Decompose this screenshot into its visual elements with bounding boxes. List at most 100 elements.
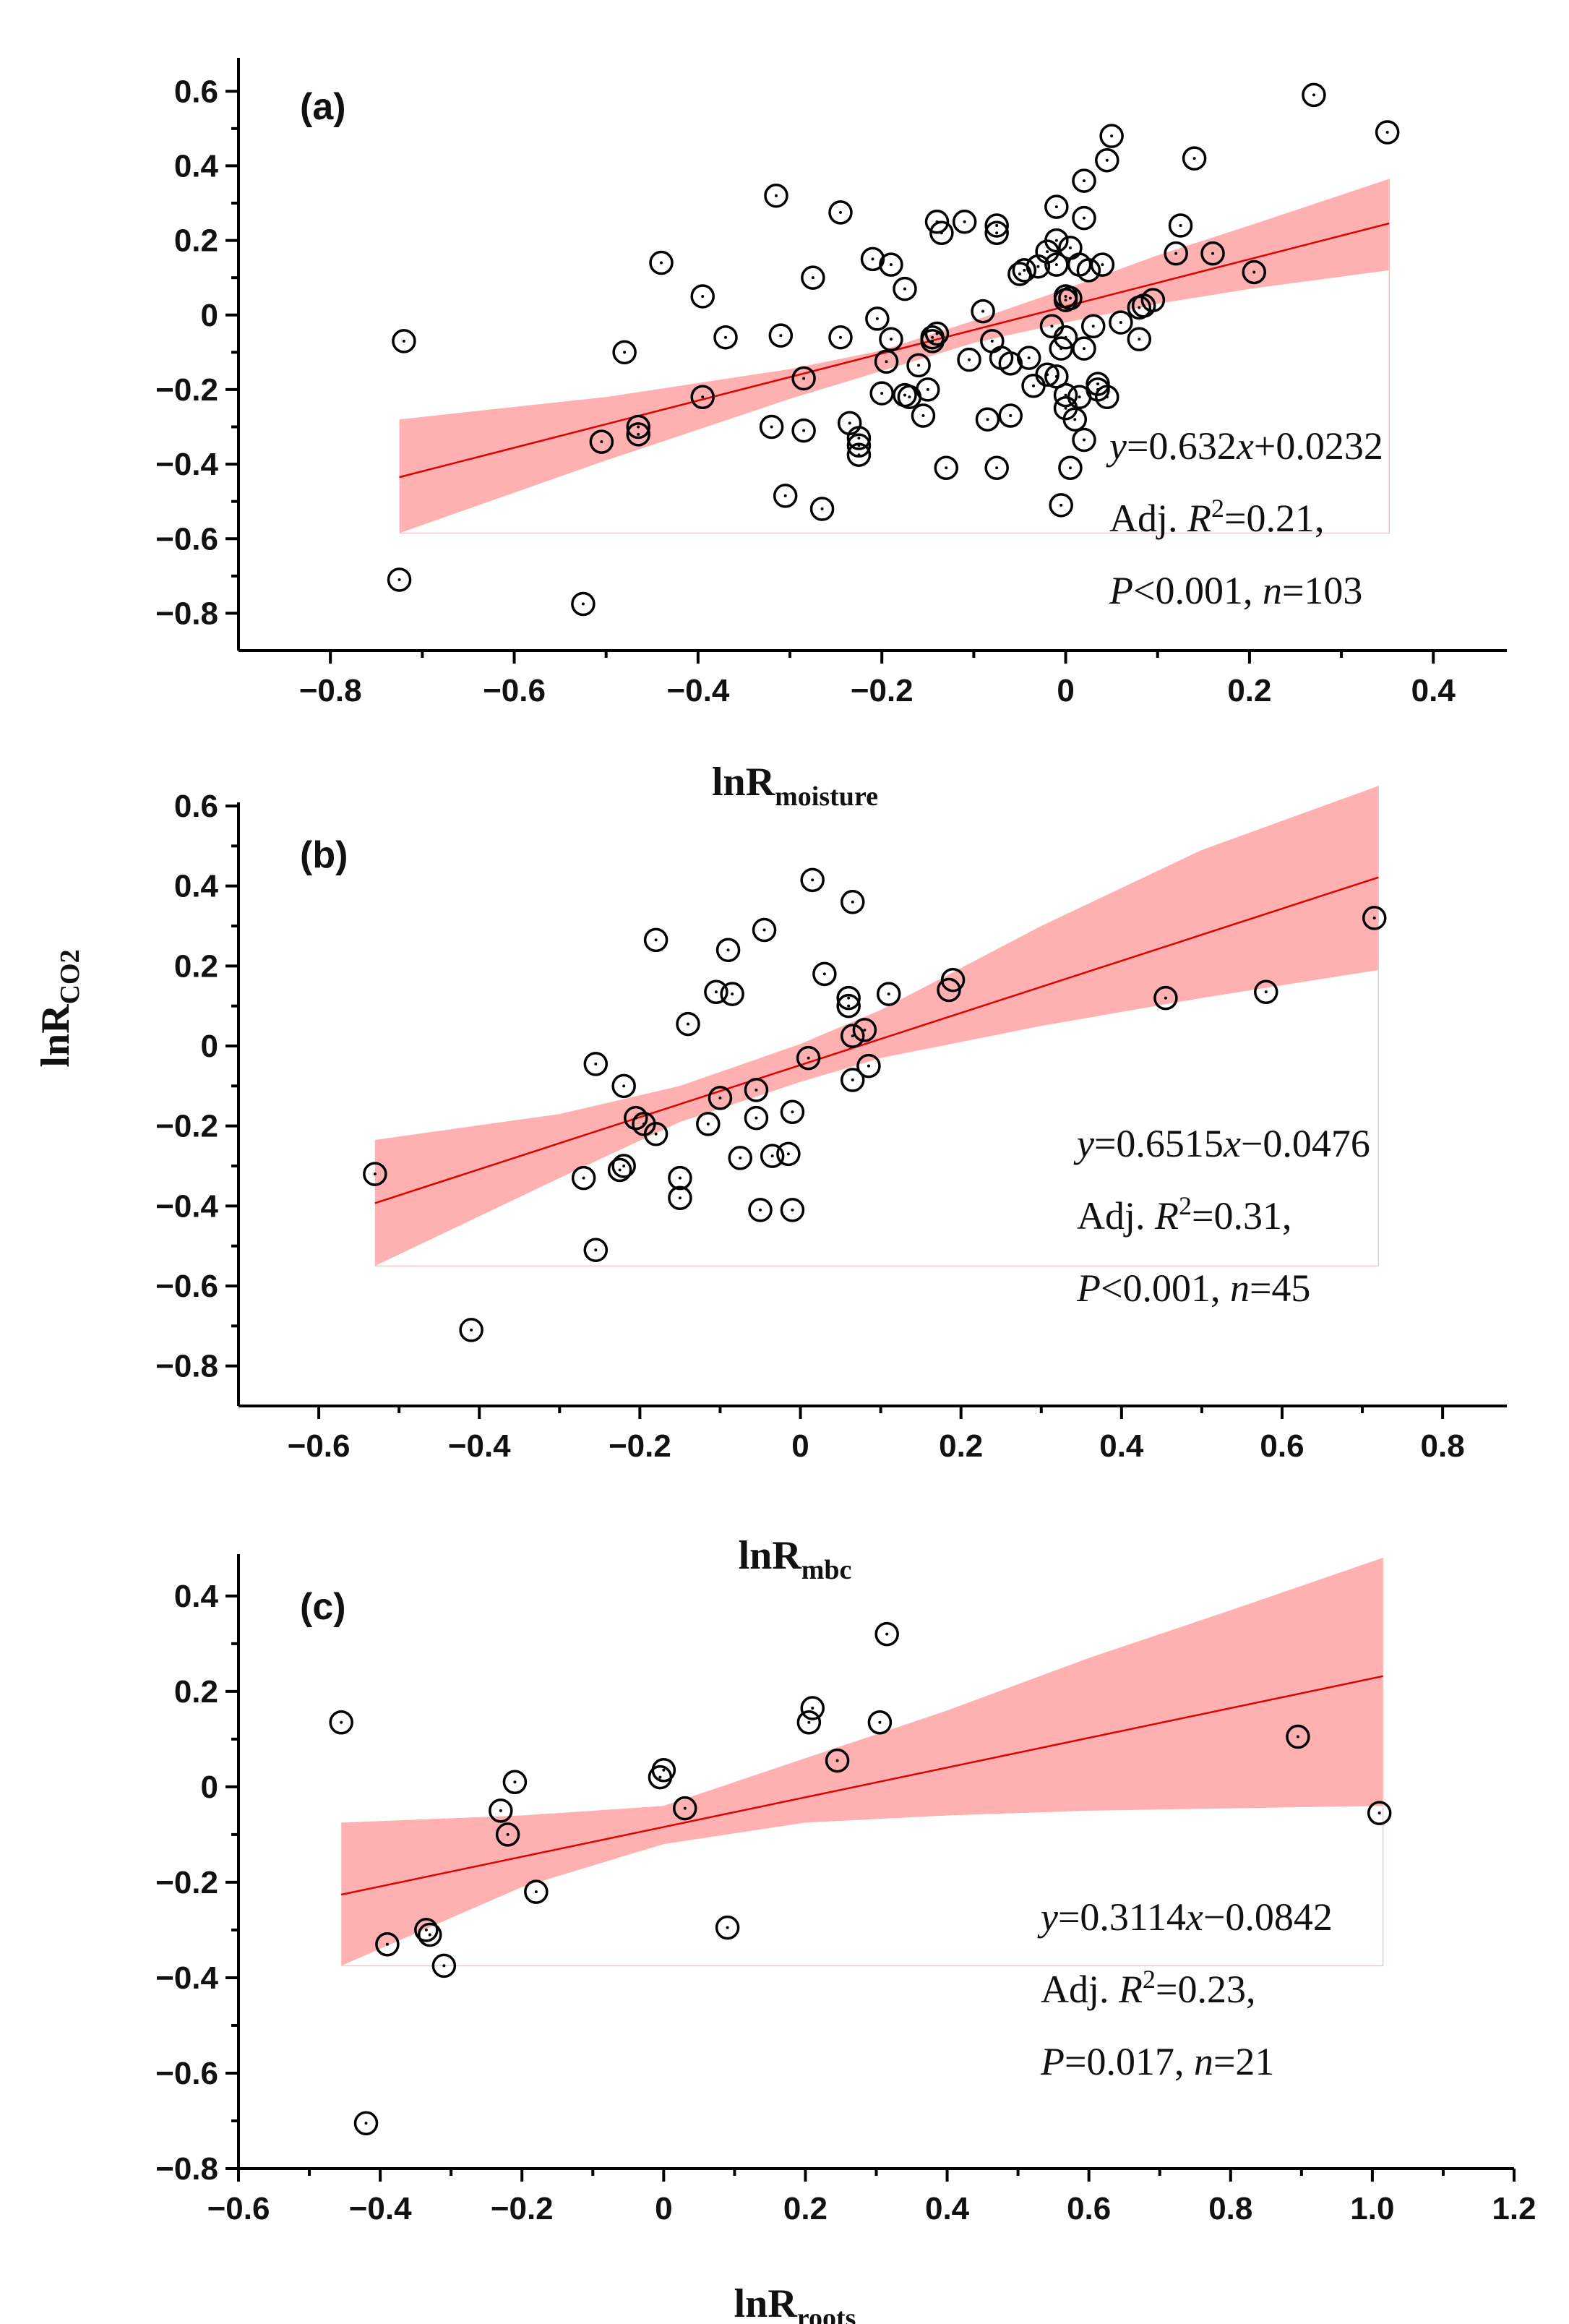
data-point-center [857,436,861,439]
data-point-center [658,1775,662,1779]
panel-label: (a) [300,86,346,128]
data-point [1127,327,1152,352]
data-point-center [889,338,893,341]
data-point [1109,310,1133,335]
data-point [796,1710,822,1735]
data-point [846,426,872,450]
data-point-center [594,1248,598,1252]
y-tick-label: −0.4 [155,1188,218,1224]
data-point [1099,124,1124,148]
data-point-center [428,1933,431,1937]
data-point-center [424,1928,428,1931]
data-point-center [340,1720,343,1724]
y-tick-label: −0.8 [155,1349,218,1384]
x-axis-label-sub: roots [797,2303,856,2324]
x-tick-label: 0.6 [1067,2191,1111,2226]
data-point [1095,147,1119,173]
n-value: =103 [1282,569,1362,612]
data-point-center [935,332,939,335]
data-point-center [863,1028,867,1032]
r2-superscript: 2 [1179,1191,1192,1220]
data-point-center [654,1132,658,1136]
y-tick-label: −0.4 [155,447,218,482]
confidence-band [341,1558,1383,1966]
data-point-center [838,335,842,339]
data-point-center [1023,268,1026,272]
data-point-center [878,1720,882,1724]
data-point-center [903,393,907,397]
equation-text: y=0.632x+0.0232 [1106,424,1383,468]
data-point-center [851,900,854,904]
data-point-center [364,2122,368,2125]
data-point-center [618,1168,622,1172]
data-point [583,1238,609,1262]
data-point [1080,314,1106,338]
data-point [728,1146,752,1170]
data-point-center [820,507,824,510]
data-point [911,403,936,428]
data-point [611,1073,636,1099]
data-point [696,1112,721,1136]
data-point [920,325,945,350]
equation-y: y [1106,424,1127,468]
r2-text: Adj. R2=0.31, [1077,1191,1291,1238]
data-point [828,325,853,350]
data-point [934,455,958,480]
data-point-center [945,466,948,470]
data-point [676,1011,700,1037]
data-point-center [807,1720,811,1724]
data-point-center [851,1034,854,1038]
data-point [846,433,872,458]
equation-text: y=0.6515x−0.0476 [1073,1122,1370,1165]
data-point-center [1068,246,1072,249]
data-point [459,1318,483,1342]
data-point [1044,194,1069,219]
data-point [759,414,784,439]
data-point-center [1385,131,1389,134]
data-point [809,497,835,521]
data-point-center [731,992,734,996]
data-point-center [701,395,705,399]
data-point-center [499,1809,502,1812]
data-point-center [1064,294,1067,298]
data-point-center [687,1022,690,1026]
data-point [840,890,865,914]
x-axis-label: lnRmoisture [712,760,878,812]
x-tick-label: 0 [791,1428,809,1464]
data-point [773,484,798,508]
data-point-center [1032,384,1036,387]
data-point [879,327,903,352]
x-tick-label: 0.8 [1208,2191,1252,2226]
data-point-center [783,494,787,497]
data-point [690,385,715,409]
x-tick-label: −0.4 [349,2191,412,2226]
data-point-center [1054,374,1058,378]
y-tick-label: −0.6 [155,521,218,557]
data-point-center [755,1088,758,1092]
band-extent-frame [374,786,1380,1267]
data-point [1044,252,1069,277]
data-point [828,200,853,225]
r2-text: Adj. R2=0.23, [1041,1965,1255,2011]
data-point [418,1922,442,1947]
p-value: =0.017, [1065,2040,1194,2083]
data-point [1164,241,1188,266]
data-point [874,1621,899,1647]
data-point-center [506,1832,510,1836]
equation-x: x [1185,1895,1203,1939]
data-point [1131,293,1156,318]
n-value: =21 [1213,2040,1274,2083]
data-point [791,366,816,391]
r2-prefix: Adj. [1041,1968,1119,2011]
y-tick-label: 0.6 [174,74,218,109]
equation-intercept: +0.0232 [1254,424,1383,468]
r2-prefix: Adj. [1077,1194,1155,1238]
data-point-center [1164,996,1167,1000]
data-point [846,442,872,467]
y-axis-label-main: lnR [33,1004,78,1068]
data-point-center [903,287,907,291]
data-point [780,1099,805,1125]
data-point-center [1068,466,1072,470]
data-point [744,1105,769,1131]
data-point-center [1296,1735,1299,1738]
